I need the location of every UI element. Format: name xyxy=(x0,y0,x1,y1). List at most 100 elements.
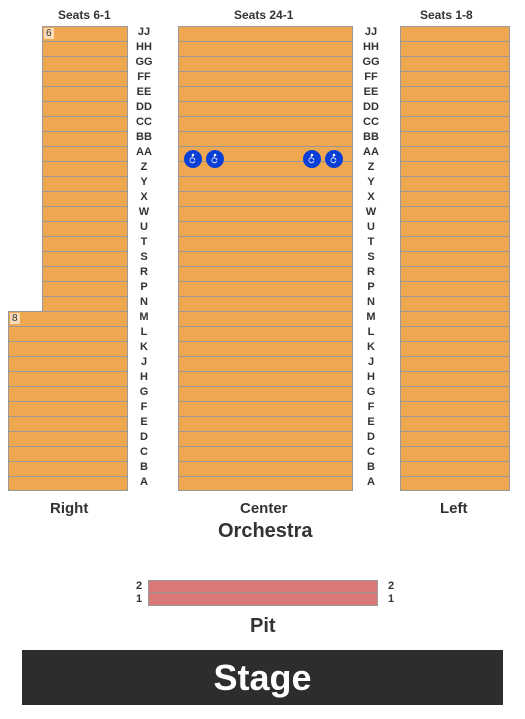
seat-row[interactable] xyxy=(179,56,352,71)
seat-row[interactable] xyxy=(401,116,509,131)
seat-row[interactable] xyxy=(401,86,509,101)
seat-row[interactable] xyxy=(8,446,128,461)
seat-row[interactable] xyxy=(401,251,509,266)
seat-row[interactable] xyxy=(401,236,509,251)
seat-row[interactable] xyxy=(401,461,509,476)
seat-row[interactable] xyxy=(401,296,509,311)
seat-row[interactable] xyxy=(179,311,352,326)
seat-row[interactable] xyxy=(42,206,128,221)
seat-row[interactable] xyxy=(8,461,128,476)
seat-row[interactable] xyxy=(42,131,128,146)
seat-row[interactable] xyxy=(42,161,128,176)
seat-row[interactable] xyxy=(42,221,128,236)
seat-row[interactable] xyxy=(401,56,509,71)
seat-row[interactable] xyxy=(42,281,128,296)
seat-row[interactable] xyxy=(179,236,352,251)
seat-row[interactable] xyxy=(179,221,352,236)
seat-row[interactable] xyxy=(401,386,509,401)
seat-row[interactable] xyxy=(179,281,352,296)
seat-row[interactable] xyxy=(401,71,509,86)
seat-row[interactable] xyxy=(42,26,128,41)
seat-row[interactable] xyxy=(179,86,352,101)
seat-row[interactable] xyxy=(401,416,509,431)
seat-row[interactable] xyxy=(8,401,128,416)
seat-row[interactable] xyxy=(42,296,128,311)
seat-row[interactable] xyxy=(42,176,128,191)
seat-row[interactable] xyxy=(401,401,509,416)
seat-row[interactable] xyxy=(179,101,352,116)
seat-row[interactable] xyxy=(42,236,128,251)
seat-row[interactable] xyxy=(401,221,509,236)
seat-row[interactable] xyxy=(179,116,352,131)
seat-row[interactable] xyxy=(42,41,128,56)
row-label: T xyxy=(360,236,382,248)
seat-row[interactable] xyxy=(42,86,128,101)
seat-row[interactable] xyxy=(8,326,128,341)
seat-row[interactable] xyxy=(401,176,509,191)
seat-row[interactable] xyxy=(42,116,128,131)
seat-row[interactable] xyxy=(42,146,128,161)
seat-row[interactable] xyxy=(401,446,509,461)
seat-row[interactable] xyxy=(42,71,128,86)
seat-row[interactable] xyxy=(42,191,128,206)
seat-row[interactable] xyxy=(8,416,128,431)
seat-row[interactable] xyxy=(179,131,352,146)
seat-row[interactable] xyxy=(179,416,352,431)
seat-row[interactable] xyxy=(179,476,352,491)
seat-row[interactable] xyxy=(401,101,509,116)
seat-row[interactable] xyxy=(401,311,509,326)
seat-row[interactable] xyxy=(401,146,509,161)
seat-row[interactable] xyxy=(401,266,509,281)
seat-row[interactable] xyxy=(179,446,352,461)
pit-section[interactable] xyxy=(148,580,378,606)
pit-row[interactable] xyxy=(148,580,378,593)
seat-row[interactable] xyxy=(401,371,509,386)
seat-row[interactable] xyxy=(8,341,128,356)
seat-row[interactable] xyxy=(179,71,352,86)
seat-row[interactable] xyxy=(401,26,509,41)
seat-row[interactable] xyxy=(179,191,352,206)
seat-row[interactable] xyxy=(401,431,509,446)
seat-row[interactable] xyxy=(42,56,128,71)
seat-row[interactable] xyxy=(179,296,352,311)
seat-row[interactable] xyxy=(401,281,509,296)
seat-row[interactable] xyxy=(401,161,509,176)
seat-row[interactable] xyxy=(8,311,128,326)
seat-row[interactable] xyxy=(401,341,509,356)
seat-row[interactable] xyxy=(8,386,128,401)
seat-row[interactable] xyxy=(179,356,352,371)
seat-row[interactable] xyxy=(401,191,509,206)
seat-row[interactable] xyxy=(401,476,509,491)
seat-row[interactable] xyxy=(179,176,352,191)
seat-row[interactable] xyxy=(401,41,509,56)
seat-row[interactable] xyxy=(8,371,128,386)
seat-row[interactable] xyxy=(179,461,352,476)
seat-row[interactable] xyxy=(179,401,352,416)
section-left[interactable] xyxy=(400,26,510,491)
pit-row[interactable] xyxy=(148,593,378,606)
seat-row[interactable] xyxy=(401,206,509,221)
section-right[interactable] xyxy=(0,26,128,491)
seat-row[interactable] xyxy=(179,341,352,356)
seat-row[interactable] xyxy=(179,41,352,56)
seat-row[interactable] xyxy=(42,266,128,281)
row-label: K xyxy=(360,341,382,353)
seat-tag-right-bottom: 8 xyxy=(10,313,20,324)
seat-row[interactable] xyxy=(8,356,128,371)
section-center[interactable] xyxy=(178,26,353,491)
seat-row[interactable] xyxy=(179,26,352,41)
seat-row[interactable] xyxy=(179,326,352,341)
seat-row[interactable] xyxy=(179,266,352,281)
seat-row[interactable] xyxy=(179,371,352,386)
seat-row[interactable] xyxy=(179,251,352,266)
seat-row[interactable] xyxy=(401,131,509,146)
seat-row[interactable] xyxy=(401,326,509,341)
seat-row[interactable] xyxy=(179,386,352,401)
seat-row[interactable] xyxy=(8,431,128,446)
seat-row[interactable] xyxy=(8,476,128,491)
seat-row[interactable] xyxy=(179,431,352,446)
seat-row[interactable] xyxy=(42,101,128,116)
seat-row[interactable] xyxy=(179,206,352,221)
seat-row[interactable] xyxy=(401,356,509,371)
seat-row[interactable] xyxy=(42,251,128,266)
